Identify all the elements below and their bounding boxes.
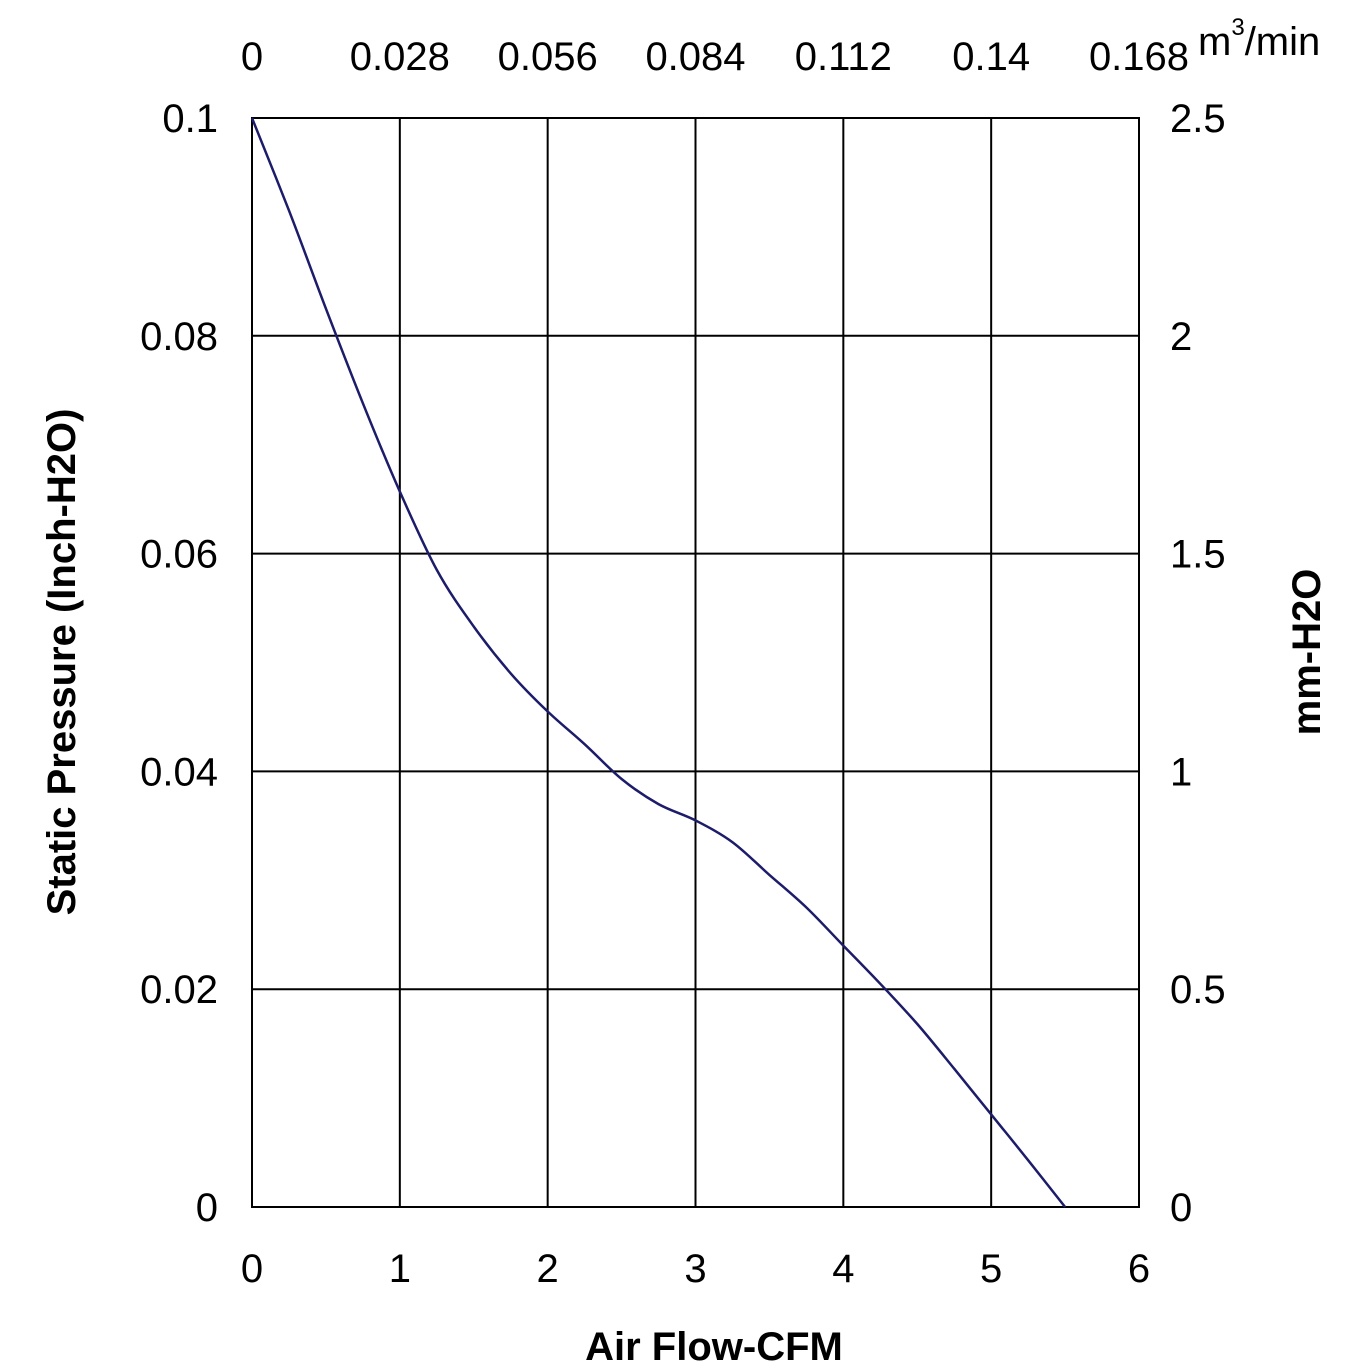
x-tick-label: 4 xyxy=(832,1247,854,1291)
x-axis-title: Air Flow-CFM xyxy=(585,1325,843,1369)
right-tick-label: 2.5 xyxy=(1170,97,1226,141)
x-tick-labels: 0 1 2 3 4 5 6 xyxy=(241,1247,1150,1291)
top-tick-label: 0.056 xyxy=(498,35,598,79)
top-tick-label: 0.112 xyxy=(795,35,892,79)
right-tick-label: 0.5 xyxy=(1170,968,1226,1012)
top-tick-label: 0.168 xyxy=(1089,35,1189,79)
y-tick-labels: 0 0.02 0.04 0.06 0.08 0.1 xyxy=(140,97,218,1230)
right-tick-label: 1 xyxy=(1170,750,1192,794)
top-tick-label: 0.028 xyxy=(350,35,450,79)
top-tick-labels: 0 0.028 0.056 0.084 0.112 0.14 0.168 xyxy=(241,35,1189,79)
y-tick-label: 0.08 xyxy=(140,315,218,359)
x-tick-label: 1 xyxy=(389,1247,411,1291)
top-tick-label: 0.084 xyxy=(645,35,745,79)
y-tick-label: 0.1 xyxy=(162,97,218,141)
pressure-curve xyxy=(250,117,1067,1208)
y-tick-label: 0.02 xyxy=(140,968,218,1012)
top-tick-label: 0.14 xyxy=(952,35,1030,79)
top-tick-label: 0 xyxy=(241,35,263,79)
right-tick-label: 2 xyxy=(1170,315,1192,359)
top-axis-unit: m3/min xyxy=(1198,14,1320,64)
right-tick-labels: 0 0.5 1 1.5 2 2.5 xyxy=(1170,97,1226,1230)
y-tick-label: 0.04 xyxy=(140,750,218,794)
x-tick-label: 2 xyxy=(537,1247,559,1291)
right-tick-label: 1.5 xyxy=(1170,533,1226,577)
y-tick-label: 0 xyxy=(196,1186,218,1230)
x-tick-label: 5 xyxy=(980,1247,1002,1291)
plot-frame xyxy=(251,117,1140,1208)
y-axis-title: Static Pressure (Inch-H2O) xyxy=(40,409,84,916)
x-tick-label: 3 xyxy=(684,1247,706,1291)
right-tick-label: 0 xyxy=(1170,1186,1192,1230)
y-tick-label: 0.06 xyxy=(140,533,218,577)
grid-lines xyxy=(252,118,1139,1207)
x-tick-label: 0 xyxy=(241,1247,263,1291)
right-axis-title: mm-H2O xyxy=(1285,569,1329,736)
x-tick-label: 6 xyxy=(1128,1247,1150,1291)
